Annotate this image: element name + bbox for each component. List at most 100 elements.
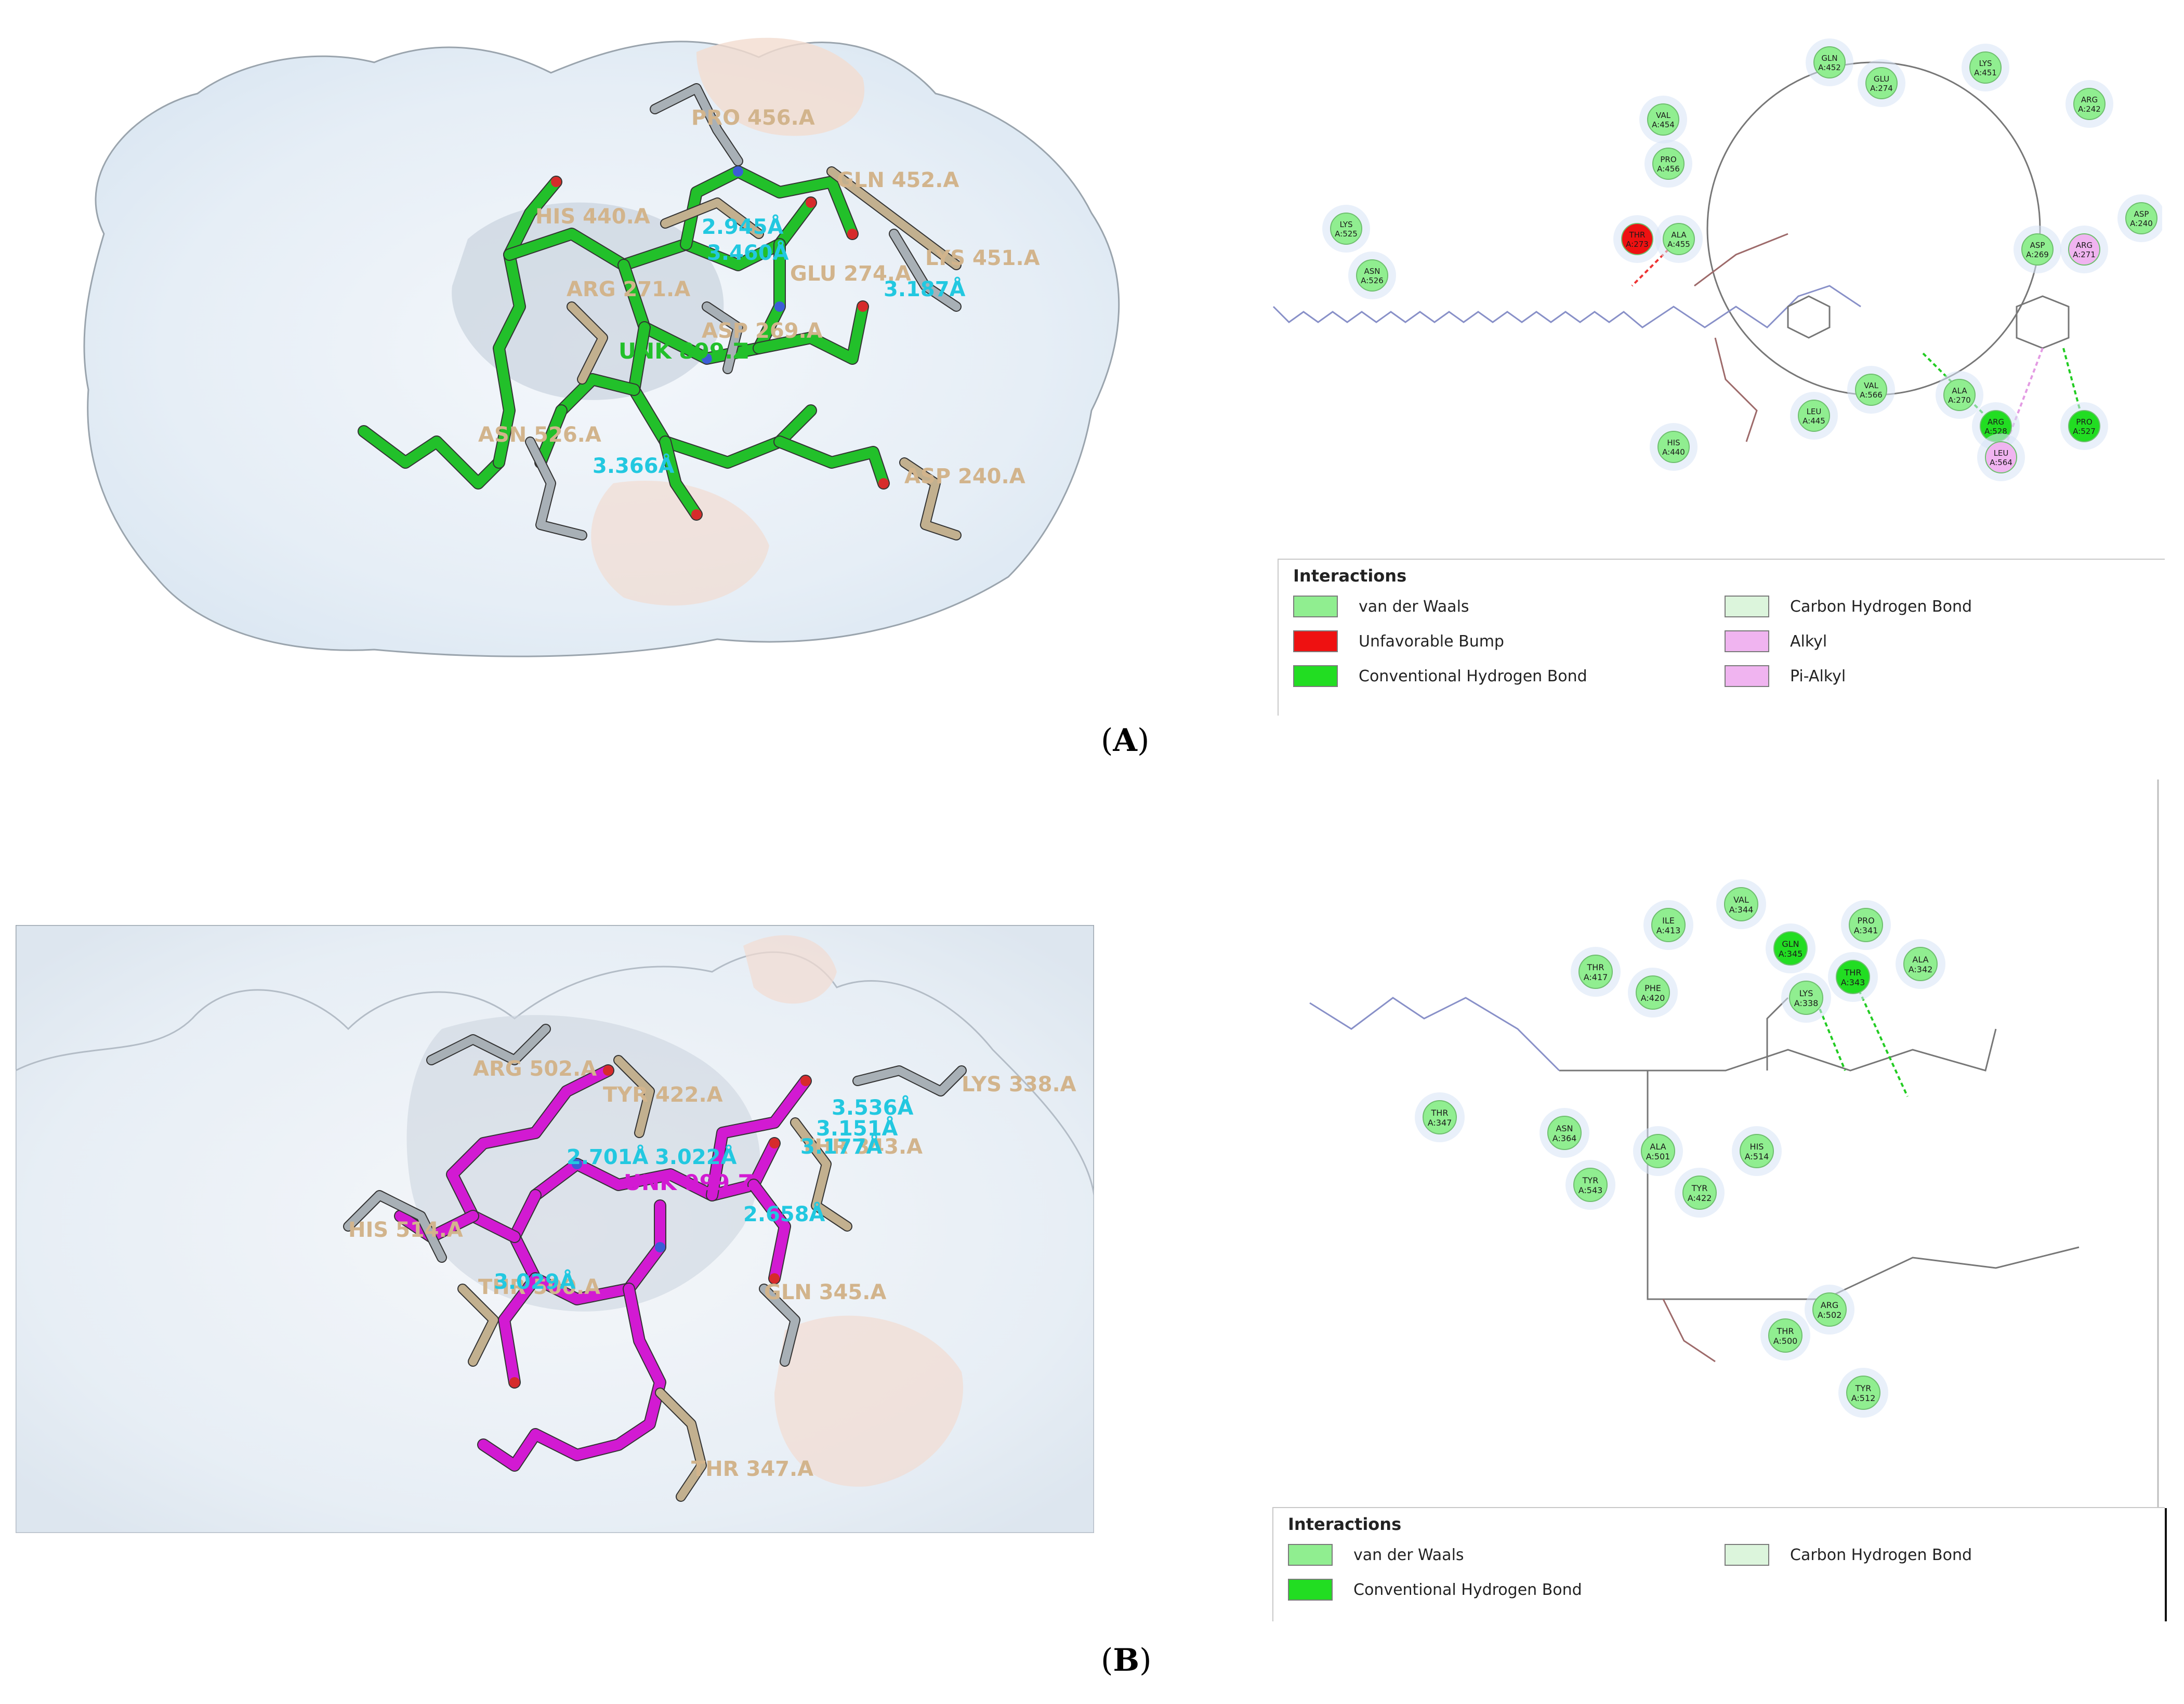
ligand-a-oxygen — [878, 478, 889, 488]
ligand-a-sticks — [358, 165, 890, 521]
legend-a-title: Interactions — [1293, 566, 1407, 586]
legend-item: van der Waals — [1288, 1542, 1464, 1568]
residue-name: ALA — [1952, 386, 1967, 395]
ligand-a-nitrogen — [702, 353, 712, 364]
residue-id: A:501 — [1646, 1152, 1670, 1161]
residue-label: HIS 514.A — [348, 1218, 463, 1242]
residue-label: ARG 271.A — [567, 278, 690, 301]
ligand-a-bond — [774, 437, 889, 488]
phenol-ring — [2016, 295, 2070, 349]
residue-id: A:343 — [1841, 978, 1865, 987]
surface-lobes-b — [16, 951, 1094, 1533]
residue-circle — [2073, 88, 2106, 120]
distance-label: 2.658Å — [743, 1201, 825, 1226]
residue-id: A:345 — [1779, 949, 1803, 959]
residue-circle — [1647, 103, 1679, 136]
residue-id: A:526 — [1361, 276, 1384, 285]
residue-id: A:525 — [1335, 229, 1358, 239]
residue-label: THR 343.A — [800, 1135, 923, 1159]
ligand-a-bond — [660, 437, 702, 520]
residue-name: THR — [1629, 230, 1646, 240]
residue-circle — [1849, 908, 1883, 942]
ligand-a-oxygen — [551, 177, 561, 187]
panel-label-b: (B) — [1101, 1642, 1152, 1679]
residue-name: ASP — [2030, 241, 2045, 250]
residue-label: PRO 456.A — [691, 106, 815, 130]
panel-a-2d-svg: GLNA:452GLUA:274LYSA:451ARGA:242VALA:454… — [1272, 38, 2162, 481]
residue-name: VAL — [1864, 381, 1879, 390]
residue-id: A:273 — [1626, 240, 1649, 249]
ligand-b-bond — [707, 1076, 811, 1200]
panel-label-a: (A) — [1101, 722, 1150, 759]
legend-label: van der Waals — [1359, 597, 1469, 616]
residue-id: A:274 — [1870, 84, 1893, 93]
residue-id: A:543 — [1578, 1185, 1603, 1195]
residue-id: A:422 — [1688, 1193, 1712, 1203]
residue-name: VAL — [1656, 111, 1671, 120]
residue-id: A:413 — [1656, 926, 1681, 935]
ligand-a-oxygen — [847, 229, 858, 239]
residue-sticks-b — [343, 1024, 967, 1502]
residue-name: GLU — [1874, 74, 1889, 84]
residue-circle — [1651, 908, 1686, 942]
residue-label: HIS 440.A — [535, 205, 650, 229]
residue-name: LYS — [1799, 988, 1813, 998]
residue-id: A:500 — [1773, 1336, 1798, 1346]
alkyl-chain — [1309, 997, 1560, 1072]
legend-swatch — [1725, 665, 1769, 687]
ligand-a-bond — [681, 166, 858, 249]
residue-circle — [1682, 1175, 1717, 1210]
distance-label: 3.029Å — [494, 1269, 576, 1294]
legend-swatch — [1293, 665, 1338, 687]
residue-id: A:270 — [1948, 395, 1971, 405]
distance-label: 3.177Å — [800, 1133, 883, 1159]
residue-id: A:417 — [1584, 972, 1608, 982]
macrocycle-frame — [1647, 1071, 1824, 1300]
residue-name: ARG — [2076, 241, 2093, 250]
residue-id: A:564 — [1990, 458, 2012, 467]
distance-label: 3.187Å — [884, 276, 966, 301]
residue-name: ASP — [2134, 209, 2149, 219]
residue-id: A:454 — [1652, 120, 1675, 129]
residue-name: LYS — [1339, 220, 1352, 229]
ligand-b-oxygen — [769, 1138, 780, 1148]
distance-label: 3.022Å — [655, 1144, 737, 1169]
ligand-b-bond — [748, 1180, 790, 1284]
residue-id: A:338 — [1794, 998, 1819, 1008]
ligand-a-oxygen — [691, 509, 702, 520]
residue-name: THR — [1431, 1108, 1449, 1118]
distance-label: 2.945Å — [702, 214, 784, 239]
residue-a-bond — [661, 199, 763, 238]
panel-b-2d-diagram: VAL A:344 ILE A:413 GLN A:345 PRO A:341 THR A:417… — [1268, 780, 2162, 1507]
ligand-label: UNK 999.Z — [624, 1170, 754, 1195]
residue-circle — [1865, 67, 1898, 99]
residue-circle — [1773, 931, 1808, 966]
residue-name: THR — [1844, 968, 1862, 978]
ligand-a-nitrogen — [774, 301, 785, 312]
residue-circle — [1855, 374, 1887, 406]
residue-id: A:342 — [1909, 965, 1933, 974]
residue-id: A:512 — [1851, 1393, 1876, 1403]
residue-circle — [1356, 259, 1388, 292]
residue-label: ASN 526.A — [478, 423, 601, 447]
residue-circle — [1846, 1376, 1880, 1410]
legend-item: Pi-Alkyl — [1725, 663, 1846, 689]
residue-circle — [1813, 46, 1846, 78]
residue-circle — [1573, 1168, 1608, 1202]
ligand-b-bond — [478, 1284, 665, 1471]
ligand-a-bond — [535, 405, 567, 468]
residue-name: LEU — [1807, 407, 1822, 416]
